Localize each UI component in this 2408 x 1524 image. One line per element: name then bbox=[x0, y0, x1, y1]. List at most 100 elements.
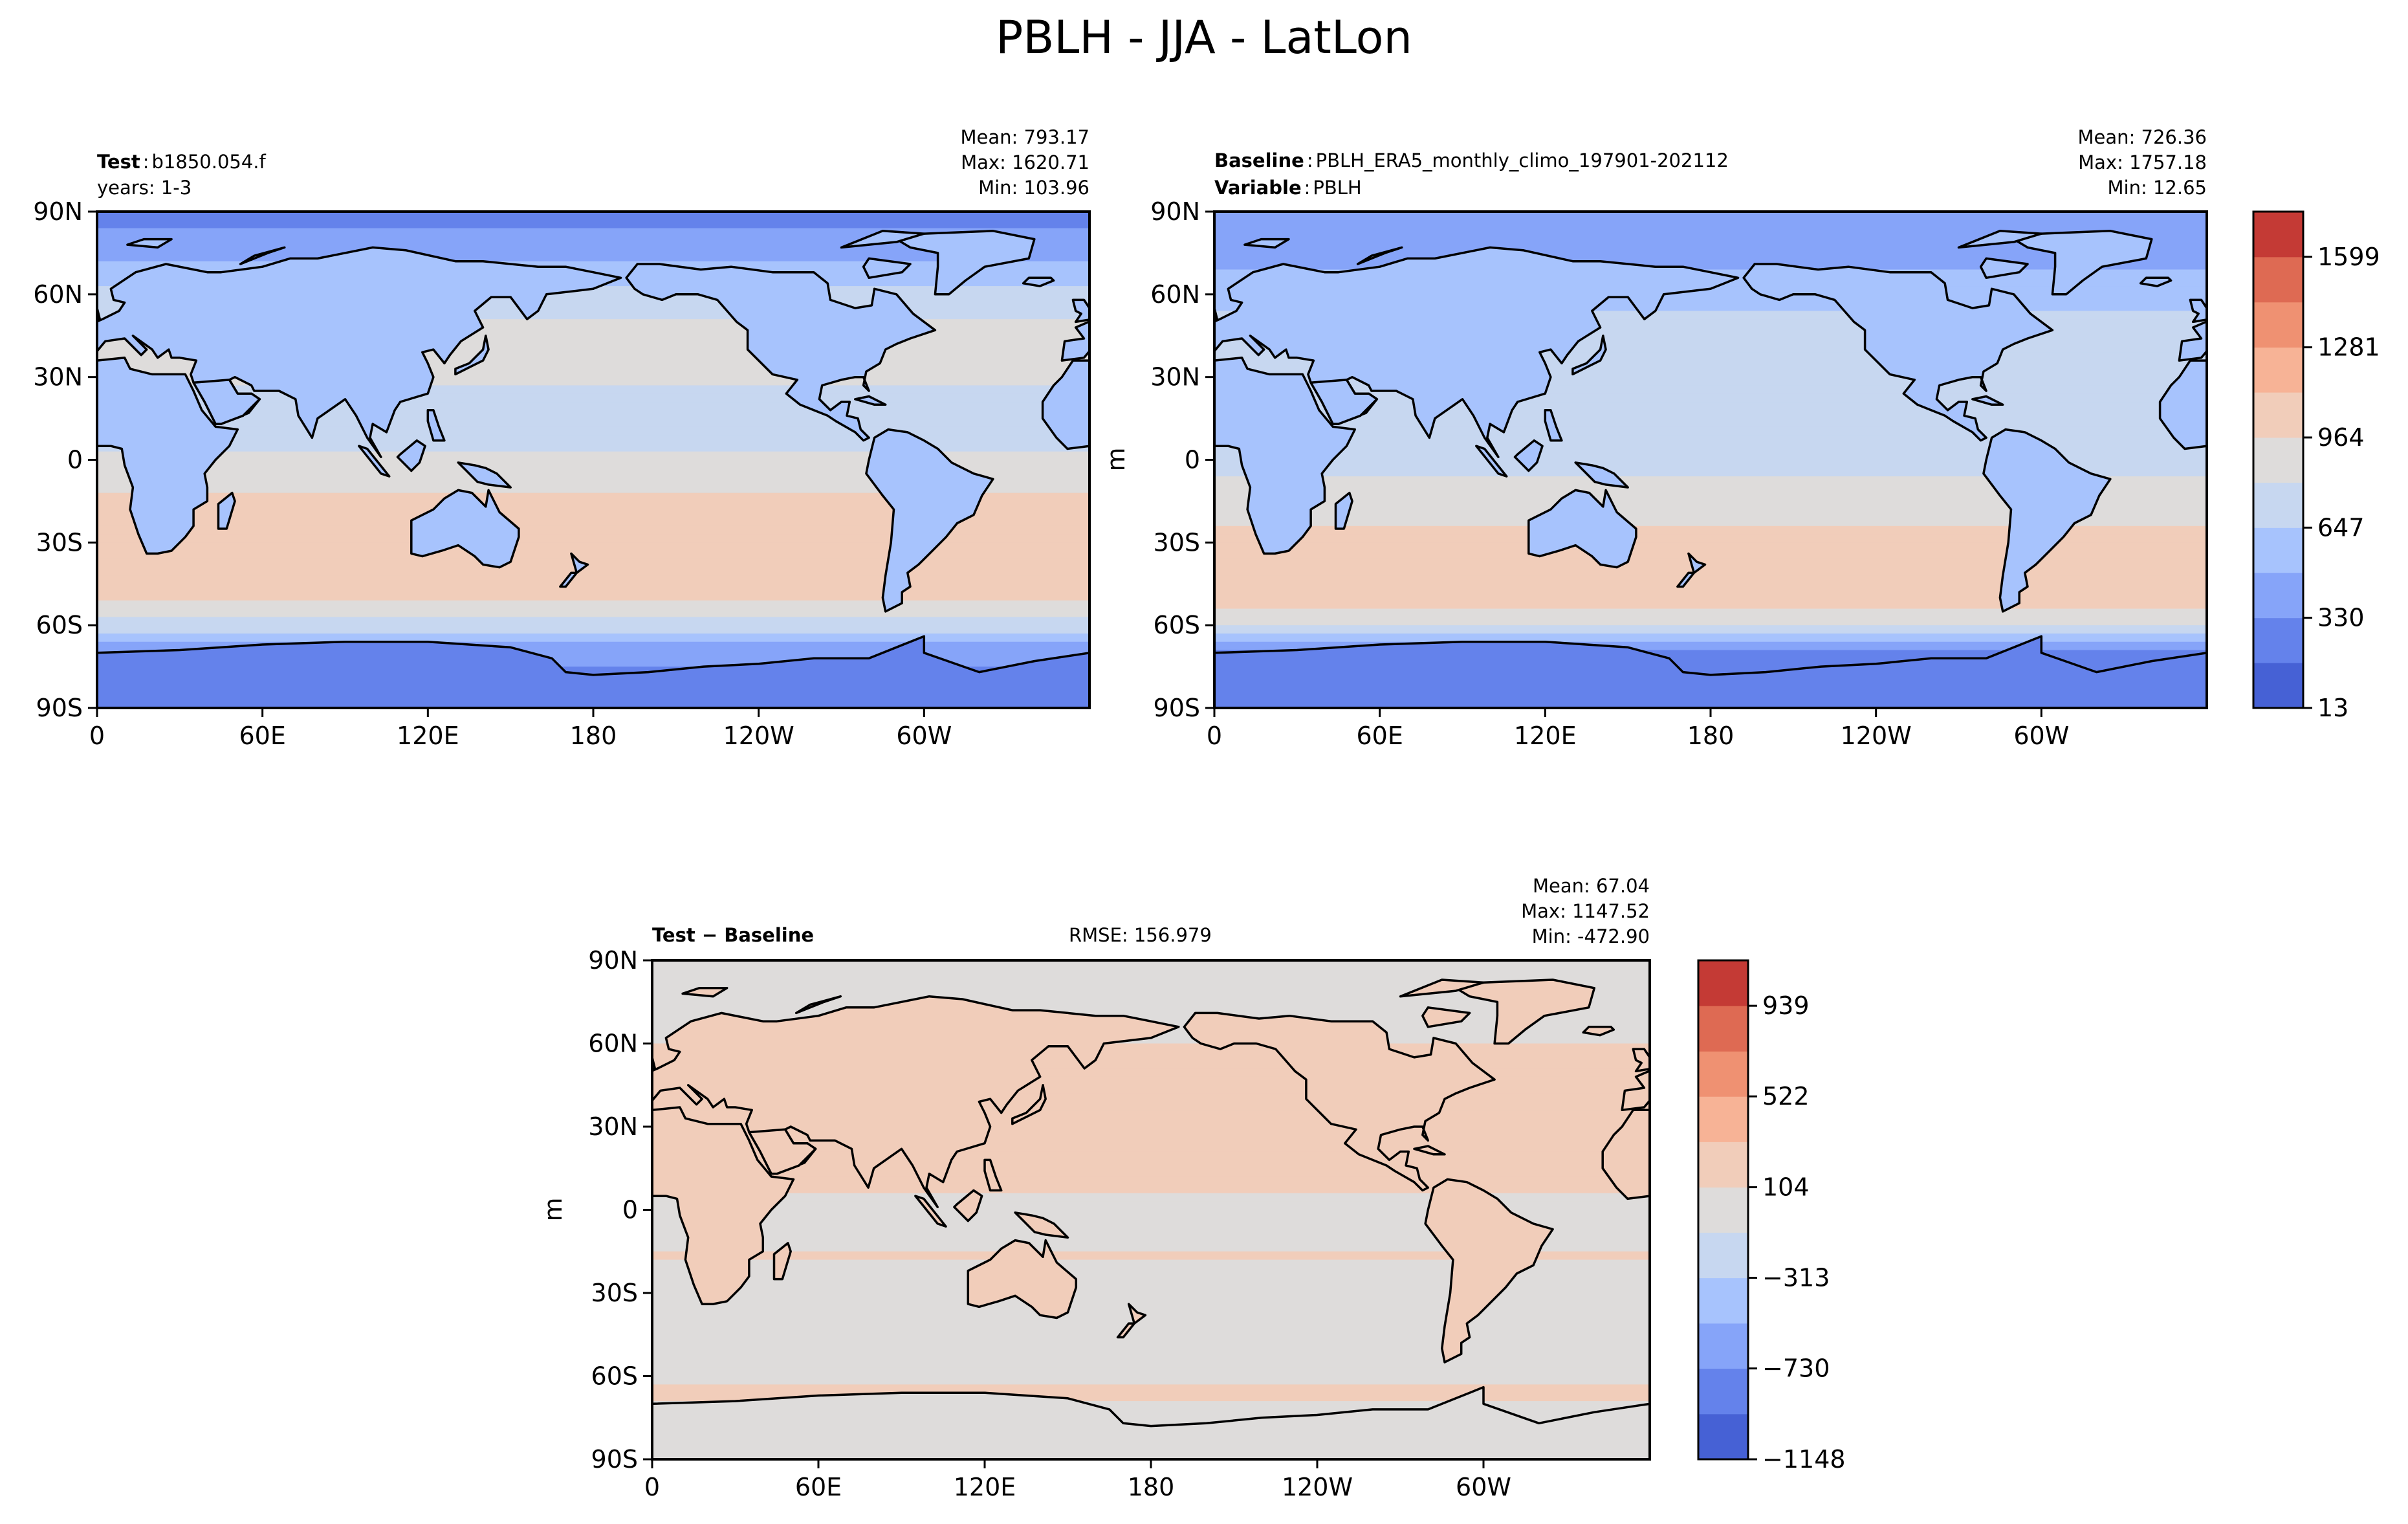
test-xtick-label: 60W bbox=[896, 722, 952, 750]
baseline-field-band bbox=[1214, 534, 2207, 543]
diff-coastlines bbox=[652, 978, 1650, 1459]
baseline-field-band bbox=[1214, 443, 2207, 452]
baseline-land-antarctica bbox=[1214, 635, 2207, 708]
test-label-sep: : bbox=[143, 151, 149, 173]
diff-field-band bbox=[652, 1242, 1650, 1252]
test-map bbox=[97, 212, 1089, 708]
diff-land-arabia bbox=[748, 1128, 817, 1175]
baseline-label: Baseline: PBLH_ERA5_monthly_climo_197901-… bbox=[1214, 149, 1729, 171]
baseline-variable-sep: : bbox=[1304, 177, 1311, 199]
panel-baseline: Baseline: PBLH_ERA5_monthly_climo_197901-… bbox=[1102, 126, 2380, 750]
baseline-field-band bbox=[1214, 509, 2207, 518]
baseline-colorbar-label: 1599 bbox=[2317, 243, 2380, 271]
test-field-band bbox=[97, 592, 1089, 601]
baseline-field-band bbox=[1214, 219, 2207, 229]
test-field-band bbox=[97, 228, 1089, 237]
diff-field-band bbox=[652, 1168, 1650, 1177]
test-land-philippines bbox=[426, 409, 446, 442]
baseline-land-greenland bbox=[2012, 230, 2153, 296]
diff-colorbar-segment bbox=[1698, 1142, 1748, 1188]
baseline-land-baffin bbox=[1979, 257, 2029, 280]
test-land-uk-wrap bbox=[1071, 298, 1089, 324]
baseline-field-band bbox=[1214, 625, 2207, 634]
baseline-field-band bbox=[1214, 476, 2207, 485]
baseline-xtick-label: 0 bbox=[1207, 722, 1222, 750]
baseline-ytick-label: 0 bbox=[1185, 446, 1200, 474]
diff-land-antarctica bbox=[652, 1386, 1650, 1459]
test-land-cuba bbox=[854, 395, 887, 406]
test-ytick-label: 60N bbox=[33, 280, 83, 309]
test-ytick-label: 30N bbox=[33, 363, 83, 392]
baseline-colorbar-label: 647 bbox=[2317, 513, 2365, 542]
diff-field-band bbox=[652, 1301, 1650, 1310]
diff-field-band bbox=[652, 985, 1650, 994]
test-label-bold: Test bbox=[97, 151, 140, 173]
baseline-colorbar: 13 330 647 964 1281 1599 bbox=[2252, 210, 2380, 722]
diff-field-band bbox=[652, 1209, 1650, 1219]
diff-field-band bbox=[652, 1384, 1650, 1393]
diff-mean: Mean: 67.04 bbox=[1533, 875, 1650, 897]
baseline-land-eurasia-wrap bbox=[2178, 320, 2207, 362]
baseline-xtick-label: 180 bbox=[1687, 722, 1735, 750]
diff-xtick-label: 60E bbox=[795, 1473, 842, 1501]
test-land-greenland bbox=[895, 230, 1036, 296]
diff-field-band bbox=[652, 1367, 1650, 1377]
baseline-colorbar-segment bbox=[2253, 437, 2303, 483]
baseline-field-band bbox=[1214, 608, 2207, 617]
diff-colorbar-segment bbox=[1698, 1277, 1748, 1324]
baseline-colorbar-segment bbox=[2253, 302, 2303, 348]
baseline-label-sep: : bbox=[1307, 149, 1313, 171]
baseline-coastlines bbox=[1214, 230, 2207, 708]
baseline-xtick-label: 60W bbox=[2013, 722, 2069, 750]
baseline-field-band bbox=[1214, 459, 2207, 469]
baseline-land-novaya bbox=[1356, 246, 1403, 265]
test-field-band bbox=[97, 443, 1089, 452]
diff-min: Min: -472.90 bbox=[1532, 925, 1650, 947]
diff-land-philippines bbox=[983, 1158, 1003, 1192]
diff-max: Max: 1147.52 bbox=[1521, 900, 1650, 922]
test-land-madagascar bbox=[217, 491, 236, 530]
diff-land-greenland bbox=[1454, 978, 1596, 1045]
test-field-band bbox=[97, 584, 1089, 593]
baseline-field-band bbox=[1214, 584, 2207, 593]
test-field-band bbox=[97, 608, 1089, 617]
baseline-colorbar-segment bbox=[2253, 347, 2303, 393]
baseline-colorbar-label: 330 bbox=[2317, 604, 2365, 632]
baseline-land-africa-wrap bbox=[2158, 359, 2207, 450]
baseline-mean: Mean: 726.36 bbox=[2078, 126, 2207, 148]
baseline-land-australia bbox=[1527, 489, 1637, 569]
baseline-land-svalbard bbox=[1243, 237, 1290, 249]
test-ytick-label: 30S bbox=[36, 528, 83, 557]
baseline-min: Min: 12.65 bbox=[2108, 177, 2207, 199]
diff-ytick-label: 90N bbox=[588, 946, 638, 975]
test-years: years: 1-3 bbox=[97, 177, 192, 199]
baseline-colorbar-segment bbox=[2253, 663, 2303, 709]
diff-field-band bbox=[652, 1359, 1650, 1369]
test-xtick-label: 60E bbox=[239, 722, 285, 750]
diff-xtick-label: 120W bbox=[1282, 1473, 1353, 1501]
diff-colorbar-segment bbox=[1698, 1051, 1748, 1097]
test-land-borneo bbox=[396, 439, 426, 472]
test-land-antarctica bbox=[97, 635, 1089, 708]
test-field-band bbox=[97, 633, 1089, 643]
baseline-land-ellesmere bbox=[1957, 230, 2043, 249]
diff-field-band bbox=[652, 1193, 1650, 1202]
test-land-eurasia-wrap bbox=[1060, 320, 1089, 362]
diff-xtick-label: 180 bbox=[1128, 1473, 1175, 1501]
test-field-band bbox=[97, 501, 1089, 510]
diff-colorbar-label: 522 bbox=[1762, 1082, 1810, 1110]
test-ytick-label: 90N bbox=[33, 197, 83, 226]
test-field-band bbox=[97, 492, 1089, 502]
baseline-colorbar-label: 1281 bbox=[2317, 333, 2380, 362]
baseline-land-southamerica bbox=[1982, 428, 2112, 613]
baseline-field-band bbox=[1214, 617, 2207, 626]
baseline-land-sumatra bbox=[1475, 445, 1508, 478]
test-field-band bbox=[97, 219, 1089, 229]
baseline-colorbar-frame bbox=[2252, 210, 2304, 709]
test-field-band bbox=[97, 517, 1089, 527]
diff-colorbar-segment bbox=[1698, 1413, 1748, 1460]
baseline-field-band bbox=[1214, 592, 2207, 601]
baseline-field-band bbox=[1214, 633, 2207, 643]
test-land-australia bbox=[410, 489, 520, 569]
baseline-colorbar-segment bbox=[2253, 572, 2303, 619]
